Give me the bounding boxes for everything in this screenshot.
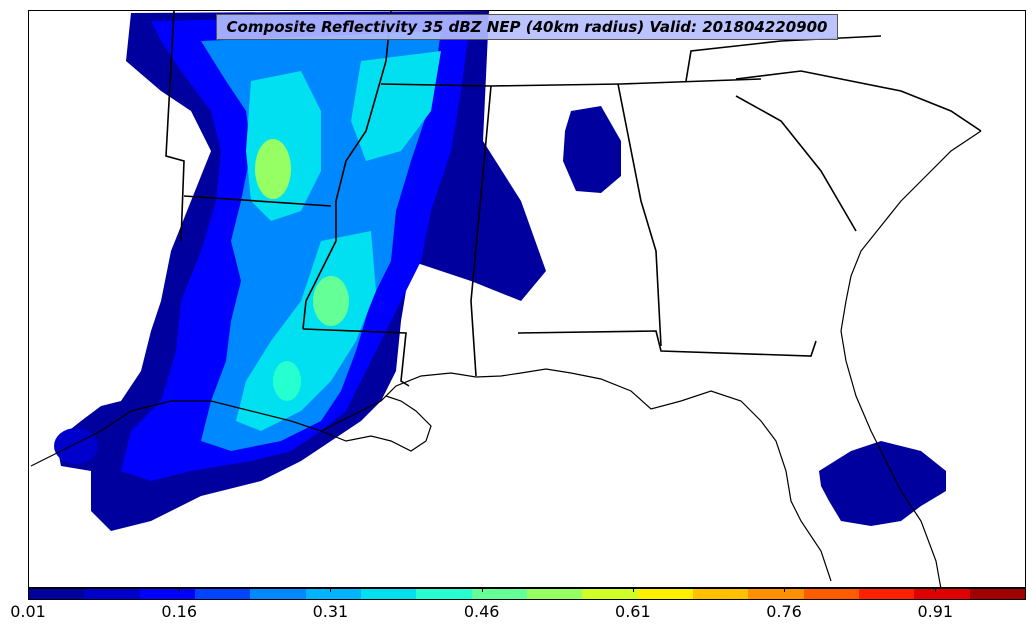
state-border-la-ms <box>302 328 410 387</box>
colorbar-tick-mark <box>179 588 181 592</box>
colorbar-swatch <box>416 589 472 599</box>
colorbar-tick-label: 0.91 <box>917 602 954 621</box>
colorbar-swatch <box>748 589 804 599</box>
state-border-mississippi-river <box>302 11 392 330</box>
colorbar-swatch <box>692 589 749 599</box>
colorbar-tick-label: 0.31 <box>312 602 349 621</box>
colorbar-tick-mark <box>784 588 786 592</box>
probability-peak-1 <box>255 139 291 199</box>
colorbar-tick-label: 0.76 <box>766 602 802 621</box>
colorbar-swatch <box>360 589 417 599</box>
state-border-tn <box>380 78 762 87</box>
colorbar-swatch <box>969 589 1025 599</box>
state-border-ga-sc <box>735 95 857 232</box>
colorbar-tick-label: 0.16 <box>161 602 198 621</box>
state-border-ms-al <box>470 85 492 377</box>
colorbar-tick-mark <box>28 588 29 592</box>
state-border-ar-la <box>183 195 332 207</box>
map-canvas <box>30 11 982 587</box>
colorbar-tick-mark <box>632 588 634 592</box>
colorbar-tick-mark <box>330 588 332 592</box>
colorbar-tick-mark <box>935 588 937 592</box>
coastline-louisiana-delta <box>320 395 432 452</box>
colorbar-swatch <box>250 589 306 599</box>
probability-region-level-4b <box>351 51 441 161</box>
map-panel <box>28 10 1026 588</box>
probability-region-alabama <box>563 106 621 193</box>
coastline-atlantic <box>840 130 982 587</box>
state-border-nc-sc <box>735 70 982 132</box>
coastline-gulf <box>30 368 832 582</box>
probability-region-florida <box>819 441 946 526</box>
colorbar-swatch <box>637 589 693 599</box>
state-border-al-ga <box>617 83 662 347</box>
colorbar-swatch <box>29 589 85 599</box>
colorbar-tick-label: 0.61 <box>615 602 651 621</box>
colorbar <box>28 588 1026 600</box>
probability-peak-2 <box>313 276 349 326</box>
colorbar-tick-mark <box>481 588 483 592</box>
colorbar-tick-label: 0.46 <box>463 602 500 621</box>
colorbar-swatch <box>305 589 361 599</box>
colorbar-tick-label: 0.01 <box>10 602 46 621</box>
state-border-ok-ar <box>165 11 185 242</box>
colorbar-swatch <box>471 589 527 599</box>
colorbar-swatch <box>194 589 251 599</box>
map-title: Composite Reflectivity 35 dBZ NEP (40km … <box>216 14 838 40</box>
colorbar-swatch <box>84 589 140 599</box>
colorbar-swatch <box>914 589 970 599</box>
state-border-nc-va <box>685 35 882 82</box>
colorbar-swatch <box>582 589 638 599</box>
probability-peak-3 <box>273 361 301 401</box>
probability-shading <box>54 11 946 531</box>
state-border-fl <box>517 330 817 357</box>
colorbar-swatch <box>139 589 195 599</box>
colorbar-swatch <box>526 589 583 599</box>
boundaries <box>30 11 982 587</box>
probability-region-texas-coast <box>54 428 98 464</box>
colorbar-swatch <box>803 589 859 599</box>
colorbar-swatch <box>858 589 915 599</box>
